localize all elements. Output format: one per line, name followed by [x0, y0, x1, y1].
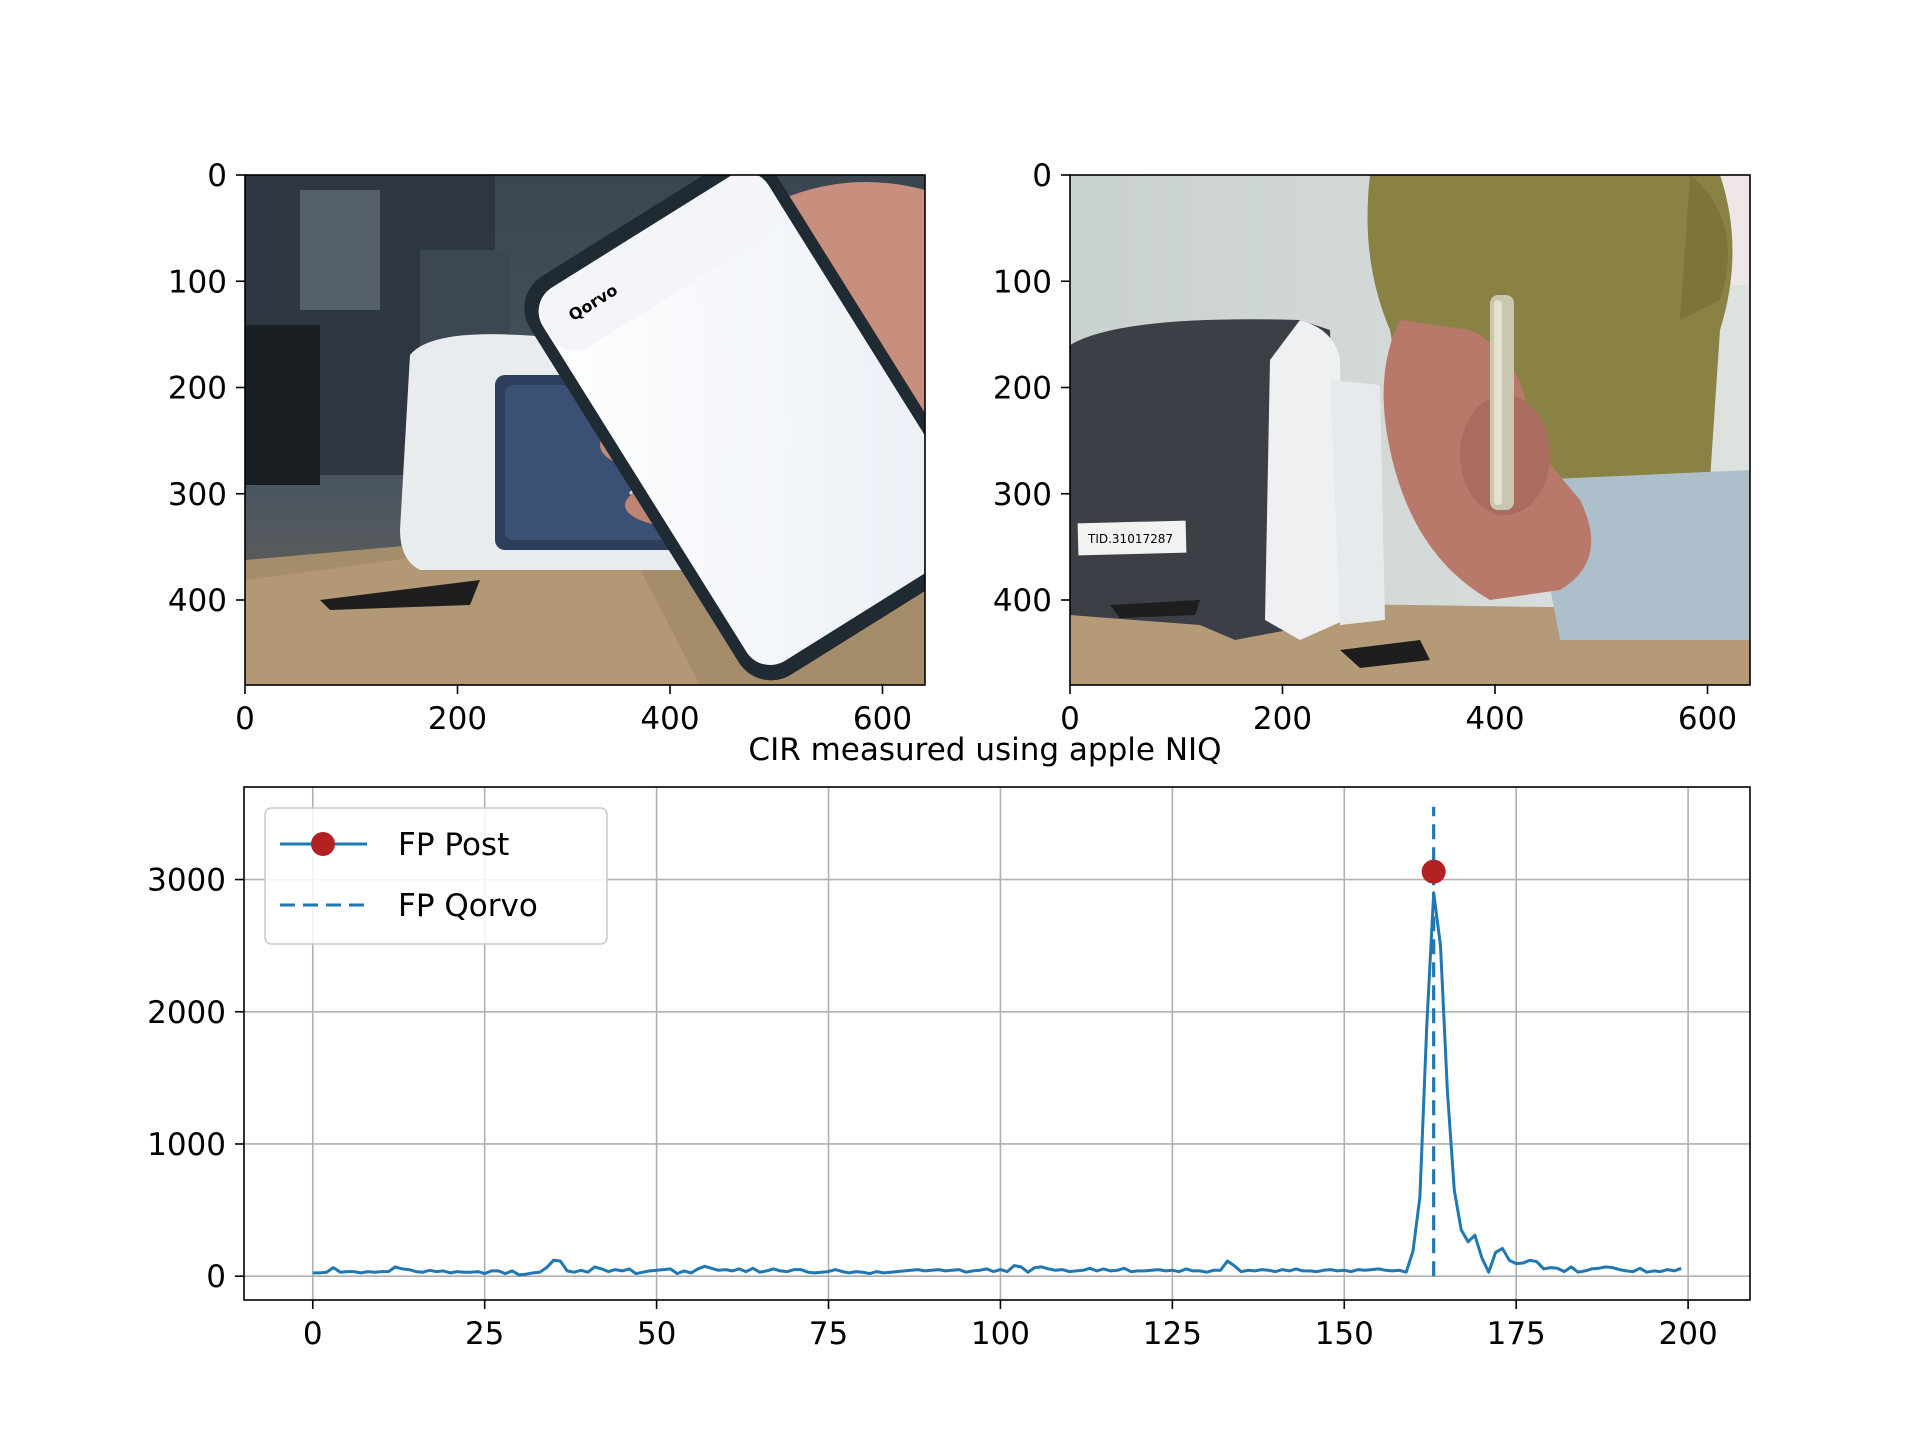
- x-tick-label: 0: [235, 701, 255, 737]
- x-tick-label: 200: [428, 701, 487, 737]
- y-tick-label: 2000: [147, 995, 226, 1031]
- y-tick-label: 200: [993, 371, 1052, 407]
- x-tick-label: 400: [1465, 701, 1524, 737]
- x-tick-label: 25: [465, 1316, 504, 1352]
- x-tick-label: 175: [1487, 1316, 1546, 1352]
- y-tick-label: 1000: [147, 1127, 226, 1163]
- y-tick-label: 100: [168, 264, 227, 300]
- x-tick-label: 75: [809, 1316, 848, 1352]
- x-tick-label: 150: [1315, 1316, 1374, 1352]
- y-tick-label: 0: [207, 158, 227, 194]
- y-tick-label: 400: [168, 583, 227, 619]
- photo-right: TID.31017287: [1070, 175, 1750, 685]
- y-tick-label: 300: [168, 477, 227, 513]
- legend-label-fp-qorvo: FP Qorvo: [398, 888, 538, 924]
- x-tick-label: 600: [1678, 701, 1737, 737]
- y-tick-label: 3000: [147, 863, 226, 899]
- x-tick-label: 200: [1659, 1316, 1718, 1352]
- y-tick-label: 100: [993, 264, 1052, 300]
- chart-series-area: [312, 806, 1682, 1277]
- photo-left: Qorvo: [245, 175, 925, 685]
- chart-legend: FP Post FP Qorvo: [264, 807, 608, 945]
- legend-marker-fp-post: [311, 832, 335, 856]
- y-tick-label: 400: [993, 583, 1052, 619]
- y-tick-label: 0: [1032, 158, 1052, 194]
- photo-panel-left: Qorvo: [244, 174, 926, 686]
- legend-label-fp-post: FP Post: [398, 827, 509, 863]
- y-tick-label: 200: [168, 371, 227, 407]
- terminal-label: TID.31017287: [1087, 532, 1173, 546]
- photo-panel-right: TID.31017287: [1069, 174, 1751, 686]
- chart-title: CIR measured using apple NIQ: [748, 732, 1221, 768]
- fp-post-marker: [1421, 859, 1446, 884]
- y-tick-label: 300: [993, 477, 1052, 513]
- x-tick-label: 50: [637, 1316, 676, 1352]
- x-tick-label: 0: [1060, 701, 1080, 737]
- chart-grid: [244, 787, 1750, 1300]
- y-tick-label: 0: [206, 1259, 226, 1295]
- chart-frame: [243, 786, 1751, 1301]
- x-tick-label: 100: [971, 1316, 1030, 1352]
- x-tick-label: 200: [1253, 701, 1312, 737]
- x-tick-label: 0: [303, 1316, 323, 1352]
- series-line-fp-post: [312, 891, 1682, 1277]
- right-image-axes: 0 200 400 600 0 100 200 300 400: [993, 158, 1737, 737]
- x-tick-label: 600: [853, 701, 912, 737]
- x-tick-label: 400: [640, 701, 699, 737]
- left-image-axes: 0 200 400 600 0 100 200 300 400: [168, 158, 912, 737]
- x-tick-label: 125: [1143, 1316, 1202, 1352]
